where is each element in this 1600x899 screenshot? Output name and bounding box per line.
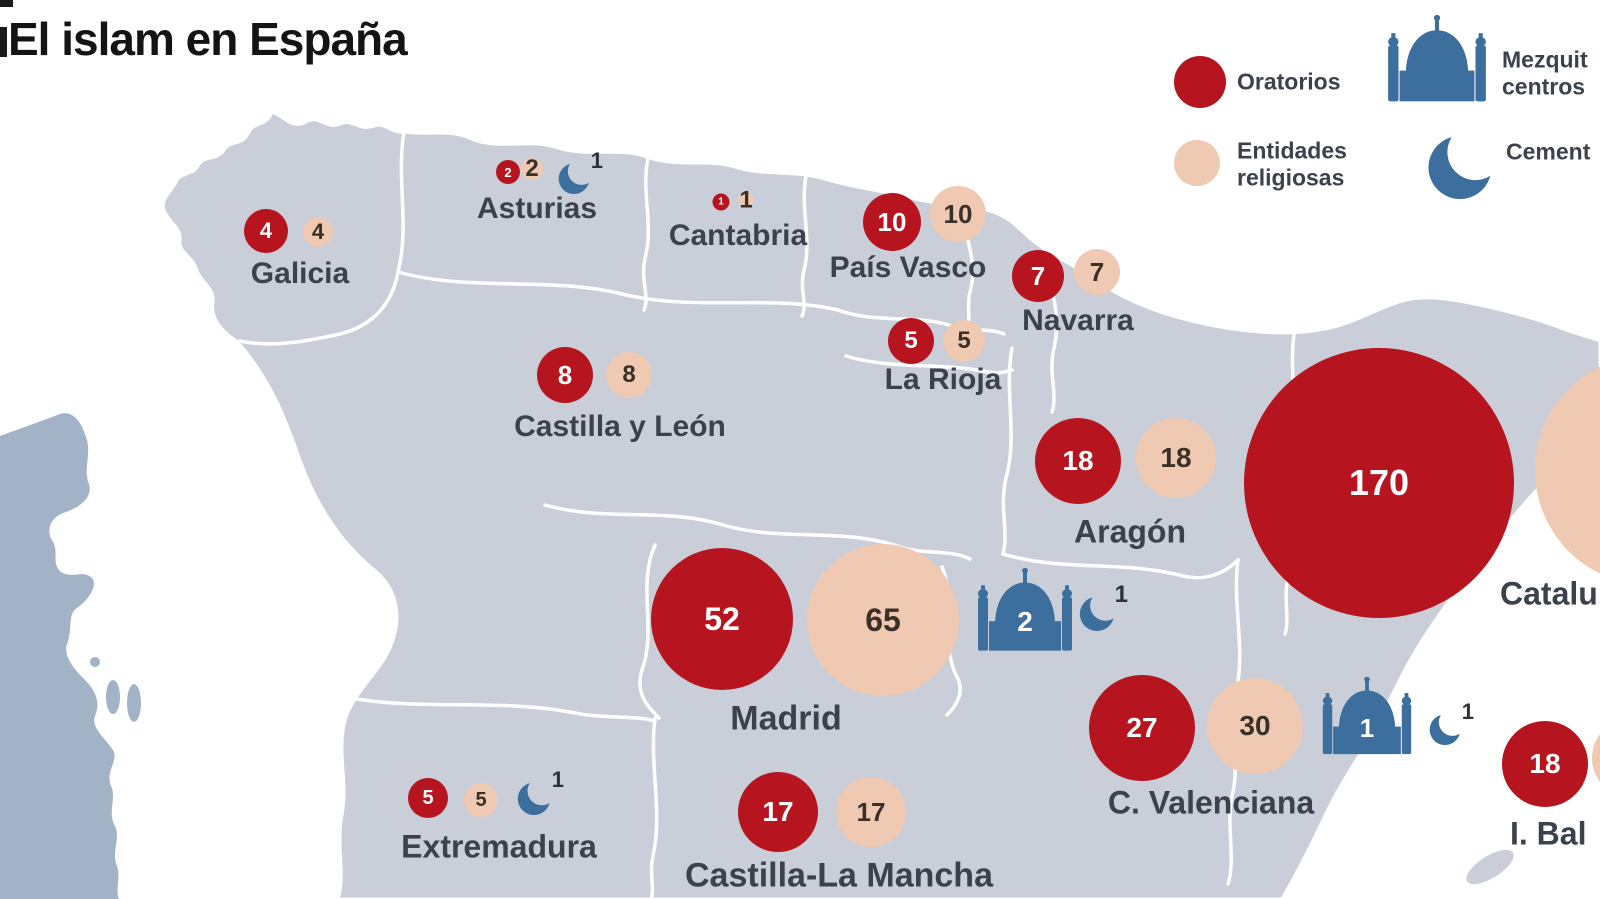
portugal-peninsula	[127, 684, 141, 722]
page-title: El islam en España	[8, 13, 408, 65]
cementerios-count: 1	[551, 767, 564, 792]
legend-entidades-label-line1: Entidades	[1237, 137, 1347, 164]
cementerios-count: 1	[1461, 699, 1474, 724]
entidades-circle: 18	[1136, 418, 1216, 498]
cropped-letter-fragment	[0, 27, 7, 57]
region-label: Navarra	[1022, 304, 1134, 337]
region-label: Asturias	[476, 192, 598, 225]
region-label: La Rioja	[884, 363, 1002, 396]
cropped-letter-fragment	[0, 0, 13, 7]
entidades-circle: 10	[930, 186, 986, 242]
mosque-icon: 1	[1320, 675, 1414, 761]
legend-oratorios-label: Oratorios	[1237, 68, 1341, 95]
mezquitas-count: 1	[1359, 712, 1375, 743]
oratorios-circle: 52	[651, 548, 793, 690]
crescent-icon: 1	[1078, 581, 1128, 631]
legend-crescent-icon	[1425, 129, 1495, 199]
legend-mezquitas-label-line2: centros	[1502, 73, 1586, 100]
entidades-circle: 5	[943, 320, 985, 362]
region-label: Catalu	[1500, 575, 1598, 612]
entidades-circle	[1592, 718, 1600, 798]
region-label: Madrid	[730, 699, 842, 738]
entidades-circle: 30	[1207, 678, 1303, 774]
region-label: Castilla y León	[514, 410, 726, 443]
mezquitas-count: 2	[1017, 606, 1033, 638]
legend-mezquitas-label-line1: Mezquit	[1502, 46, 1588, 73]
entidades-circle: 4	[303, 217, 333, 247]
region-label: País Vasco	[829, 251, 987, 284]
portugal-peninsula	[106, 680, 120, 714]
oratorios-circle: 10	[863, 193, 921, 251]
entidades-circle: 5	[464, 783, 498, 817]
oratorios-circle: 18	[1035, 418, 1121, 504]
oratorios-circle: 27	[1089, 675, 1195, 781]
region-label: Cantabria	[668, 219, 808, 252]
entidades-circle: 1	[738, 186, 754, 213]
region-label: Galicia	[250, 257, 350, 290]
entidades-circle: 17	[836, 777, 906, 847]
mosque-icon: 2	[975, 566, 1075, 658]
portugal-shape	[0, 413, 119, 899]
legend-cementerios-label: Cement	[1506, 138, 1591, 165]
region-label: C. Valenciana	[1107, 784, 1315, 821]
legend-oratorios-swatch	[1174, 56, 1226, 108]
oratorios-circle: 5	[408, 778, 448, 818]
entidades-circle: 7	[1074, 249, 1120, 295]
ibiza-island	[1466, 849, 1514, 885]
region-label: Aragón	[1074, 513, 1186, 550]
oratorios-circle: 170	[1244, 348, 1514, 618]
entidades-circle: 65	[807, 544, 959, 696]
legend-entidades-swatch	[1174, 140, 1220, 186]
oratorios-circle: 17	[738, 772, 818, 852]
cementerios-count: 1	[1114, 581, 1128, 608]
oratorios-circle: 1	[712, 193, 730, 211]
crescent-icon: 1	[557, 148, 603, 194]
region-label: I. Bal	[1510, 815, 1587, 852]
portugal-peninsula	[90, 657, 100, 667]
entidades-circle: 8	[606, 352, 652, 398]
oratorios-circle: 2	[496, 160, 520, 184]
crescent-icon: 1	[1428, 699, 1474, 745]
region-label: Extremadura	[401, 828, 597, 865]
oratorios-circle: 18	[1502, 721, 1588, 807]
cementerios-count: 1	[590, 148, 603, 173]
oratorios-circle: 4	[244, 209, 288, 253]
crescent-icon: 1	[516, 767, 564, 815]
region-label: Castilla-La Mancha	[685, 856, 993, 895]
oratorios-circle: 8	[537, 347, 593, 403]
oratorios-circle: 7	[1012, 250, 1064, 302]
legend-mosque-icon	[1385, 13, 1489, 109]
legend-entidades-label-line2: religiosas	[1237, 164, 1345, 191]
entidades-circle: 2	[521, 157, 543, 181]
oratorios-circle: 5	[888, 318, 934, 364]
